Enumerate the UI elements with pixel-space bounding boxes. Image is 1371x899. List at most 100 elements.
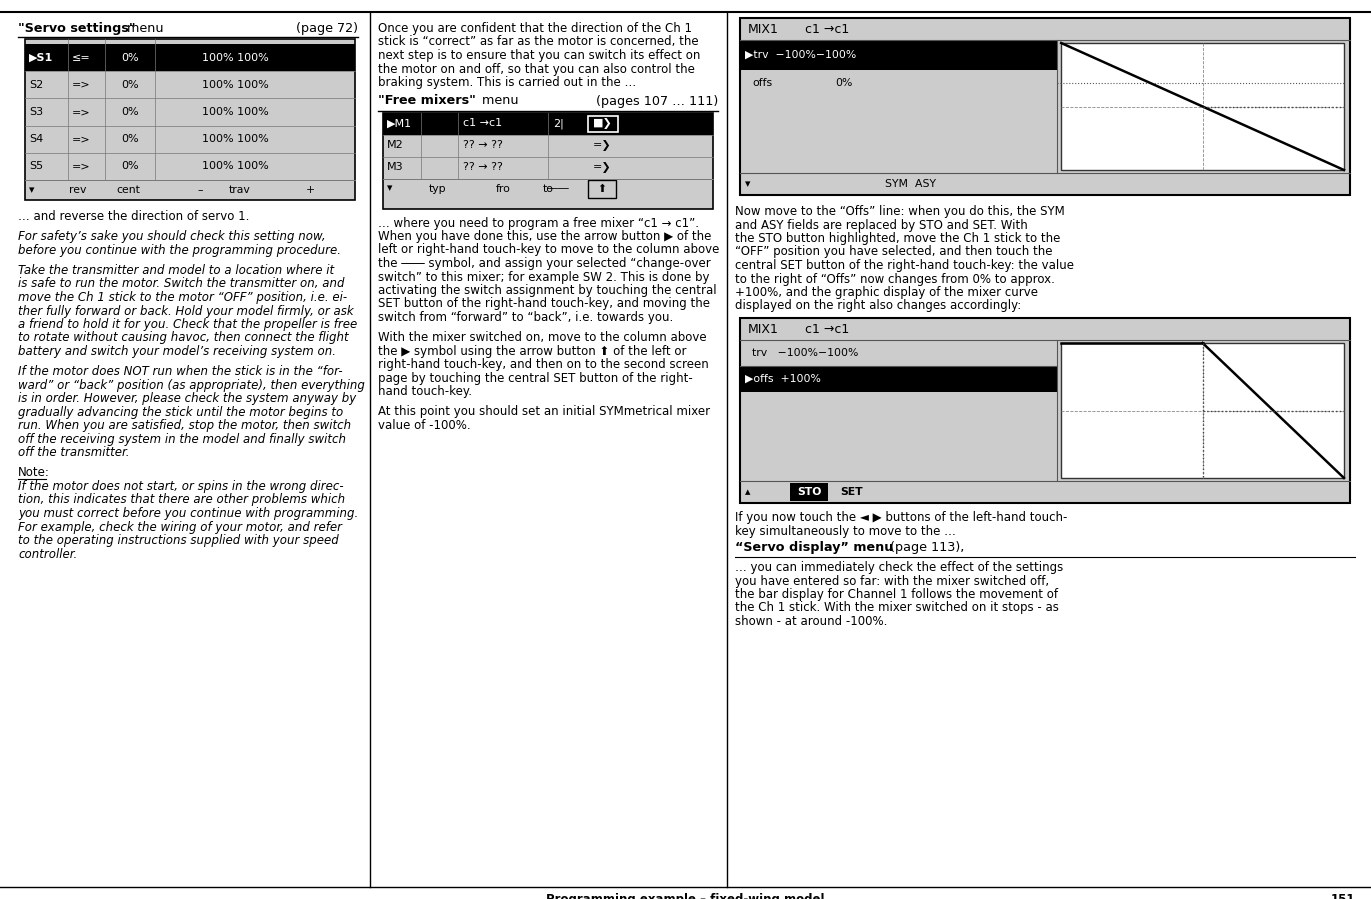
Text: "Servo settings": "Servo settings": [18, 22, 136, 35]
Text: –: –: [197, 185, 203, 195]
Text: SET button of the right-hand touch-key, and moving the: SET button of the right-hand touch-key, …: [378, 298, 710, 310]
Text: =>: =>: [73, 80, 90, 90]
FancyBboxPatch shape: [740, 366, 1057, 392]
Text: gradually advancing the stick until the motor begins to: gradually advancing the stick until the …: [18, 405, 343, 419]
Text: braking system. This is carried out in the …: braking system. This is carried out in t…: [378, 76, 636, 89]
Text: With the mixer switched on, move to the column above: With the mixer switched on, move to the …: [378, 331, 706, 344]
FancyBboxPatch shape: [383, 112, 713, 209]
Text: 100% 100%: 100% 100%: [202, 134, 269, 144]
Text: battery and switch your model’s receiving system on.: battery and switch your model’s receivin…: [18, 345, 336, 358]
Text: before you continue with the programming procedure.: before you continue with the programming…: [18, 244, 341, 257]
Text: switch from “forward” to “back”, i.e. towards you.: switch from “forward” to “back”, i.e. to…: [378, 311, 673, 324]
FancyBboxPatch shape: [25, 39, 355, 200]
Text: the STO button highlighted, move the Ch 1 stick to the: the STO button highlighted, move the Ch …: [735, 232, 1060, 245]
Text: controller.: controller.: [18, 547, 77, 560]
Text: Now move to the “Offs” line: when you do this, the SYM: Now move to the “Offs” line: when you do…: [735, 205, 1065, 218]
Text: switch” to this mixer; for example SW 2. This is done by: switch” to this mixer; for example SW 2.…: [378, 271, 710, 283]
Text: ther fully forward or back. Hold your model firmly, or ask: ther fully forward or back. Hold your mo…: [18, 305, 354, 317]
Text: tion, this indicates that there are other problems which: tion, this indicates that there are othe…: [18, 494, 345, 506]
Text: ⬆: ⬆: [598, 183, 606, 193]
Text: menu: menu: [123, 22, 163, 35]
Text: SET: SET: [840, 487, 862, 497]
Text: ?? → ??: ?? → ??: [463, 140, 503, 150]
Text: off the transmitter.: off the transmitter.: [18, 446, 129, 459]
Text: S5: S5: [29, 162, 43, 172]
Text: 0%: 0%: [121, 107, 138, 117]
Text: ▶trv  −100%−100%: ▶trv −100%−100%: [744, 50, 857, 60]
Text: 100% 100%: 100% 100%: [202, 53, 269, 63]
Text: typ: typ: [429, 183, 447, 193]
Text: c1 →c1: c1 →c1: [463, 119, 502, 129]
Text: 0%: 0%: [121, 80, 138, 90]
Text: move the Ch 1 stick to the motor “OFF” position, i.e. ei-: move the Ch 1 stick to the motor “OFF” p…: [18, 291, 347, 304]
Text: and ASY fields are replaced by STO and SET. With: and ASY fields are replaced by STO and S…: [735, 218, 1028, 232]
Text: displayed on the right also changes accordingly:: displayed on the right also changes acco…: [735, 299, 1021, 313]
Text: ▶M1: ▶M1: [387, 119, 413, 129]
Text: is safe to run the motor. Switch the transmitter on, and: is safe to run the motor. Switch the tra…: [18, 278, 344, 290]
Text: ▾: ▾: [387, 183, 392, 193]
Text: off the receiving system in the model and finally switch: off the receiving system in the model an…: [18, 432, 345, 446]
Text: Take the transmitter and model to a location where it: Take the transmitter and model to a loca…: [18, 264, 335, 277]
Text: hand touch-key.: hand touch-key.: [378, 386, 472, 398]
Text: S4: S4: [29, 134, 44, 144]
Text: rev: rev: [70, 185, 86, 195]
Text: “OFF” position you have selected, and then touch the: “OFF” position you have selected, and th…: [735, 245, 1053, 259]
Text: value of -100%.: value of -100%.: [378, 419, 470, 432]
Text: the motor on and off, so that you can also control the: the motor on and off, so that you can al…: [378, 63, 695, 76]
Text: run. When you are satisfied, stop the motor, then switch: run. When you are satisfied, stop the mo…: [18, 419, 351, 432]
Text: STO: STO: [797, 487, 821, 497]
Text: … where you need to program a free mixer “c1 → c1”.: … where you need to program a free mixer…: [378, 217, 699, 229]
Text: For safety’s sake you should check this setting now,: For safety’s sake you should check this …: [18, 230, 326, 244]
Text: c1 →c1: c1 →c1: [805, 23, 849, 36]
Text: S2: S2: [29, 80, 44, 90]
Text: =❯: =❯: [594, 162, 611, 173]
Text: c1 →c1: c1 →c1: [805, 323, 849, 336]
Text: 100% 100%: 100% 100%: [202, 107, 269, 117]
Text: key simultaneously to move to the …: key simultaneously to move to the …: [735, 524, 956, 538]
FancyBboxPatch shape: [1061, 43, 1344, 170]
Text: =❯: =❯: [594, 140, 611, 151]
Text: (page 113),: (page 113),: [890, 541, 964, 554]
FancyBboxPatch shape: [740, 40, 1057, 70]
Text: ▴: ▴: [744, 487, 750, 497]
Text: ▶offs  +100%: ▶offs +100%: [744, 374, 821, 384]
Text: next step is to ensure that you can switch its effect on: next step is to ensure that you can swit…: [378, 49, 701, 62]
Text: ――: ――: [547, 183, 569, 193]
FancyBboxPatch shape: [740, 18, 1350, 195]
Text: to rotate without causing havoc, then connect the flight: to rotate without causing havoc, then co…: [18, 332, 348, 344]
Text: SYM  ASY: SYM ASY: [886, 179, 936, 189]
Text: stick is “correct” as far as the motor is concerned, the: stick is “correct” as far as the motor i…: [378, 35, 699, 49]
Text: fro: fro: [495, 183, 510, 193]
Text: MIX1: MIX1: [749, 23, 779, 36]
Text: If you now touch the ◄ ▶ buttons of the left-hand touch-: If you now touch the ◄ ▶ buttons of the …: [735, 511, 1068, 524]
Text: Once you are confident that the direction of the Ch 1: Once you are confident that the directio…: [378, 22, 692, 35]
Text: MIX1: MIX1: [749, 323, 779, 336]
Text: 0%: 0%: [121, 134, 138, 144]
Text: (pages 107 … 111): (pages 107 … 111): [596, 94, 718, 108]
Text: If the motor does not start, or spins in the wrong direc-: If the motor does not start, or spins in…: [18, 480, 344, 493]
FancyBboxPatch shape: [790, 483, 828, 501]
Text: S3: S3: [29, 107, 43, 117]
Text: right-hand touch-key, and then on to the second screen: right-hand touch-key, and then on to the…: [378, 358, 709, 371]
Text: the Ch 1 stick. With the mixer switched on it stops - as: the Ch 1 stick. With the mixer switched …: [735, 601, 1058, 615]
FancyBboxPatch shape: [25, 44, 355, 71]
FancyBboxPatch shape: [1061, 343, 1344, 478]
Text: page by touching the central SET button of the right-: page by touching the central SET button …: [378, 372, 692, 385]
Text: (page 72): (page 72): [296, 22, 358, 35]
Text: +100%, and the graphic display of the mixer curve: +100%, and the graphic display of the mi…: [735, 286, 1038, 299]
Text: activating the switch assignment by touching the central: activating the switch assignment by touc…: [378, 284, 717, 297]
Text: Note:: Note:: [18, 467, 49, 479]
Text: to the right of “Offs” now changes from 0% to approx.: to the right of “Offs” now changes from …: [735, 272, 1054, 286]
Text: 0%: 0%: [121, 162, 138, 172]
Text: trav: trav: [229, 185, 251, 195]
Text: trv   −100%−100%: trv −100%−100%: [753, 348, 858, 358]
Text: cent: cent: [117, 185, 140, 195]
Text: For example, check the wiring of your motor, and refer: For example, check the wiring of your mo…: [18, 521, 341, 533]
Text: menu: menu: [478, 94, 518, 108]
FancyBboxPatch shape: [740, 318, 1350, 503]
Text: If the motor does NOT run when the stick is in the “for-: If the motor does NOT run when the stick…: [18, 365, 343, 378]
Text: to the operating instructions supplied with your speed: to the operating instructions supplied w…: [18, 534, 339, 547]
Text: M2: M2: [387, 140, 403, 150]
Text: ▾: ▾: [744, 179, 750, 189]
Text: +: +: [306, 185, 314, 195]
